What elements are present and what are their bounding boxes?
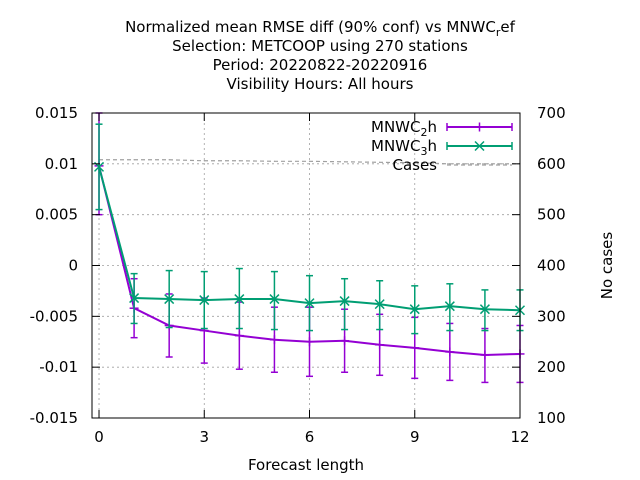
cases-point (238, 160, 240, 162)
x-tick-label: 3 (199, 428, 209, 446)
cases-point (484, 163, 486, 165)
grid (92, 113, 520, 418)
cross-marker-b (444, 301, 455, 312)
cross-marker-b (474, 140, 485, 152)
cases-point (449, 163, 451, 165)
y2-tick-label: 400 (537, 257, 566, 275)
cases-point (133, 159, 135, 161)
legend-label-3: Cases (392, 156, 437, 174)
x-tick-label: 9 (410, 428, 420, 446)
series-2 (93, 123, 526, 335)
x-tick-label: 0 (94, 428, 104, 446)
y2-axis-label: No cases (598, 232, 616, 300)
legend-label-1: MNWC2h (371, 118, 437, 139)
chart-title: Normalized mean RMSE diff (90% conf) vs … (125, 18, 516, 93)
plot-frame (91, 112, 521, 419)
title-line-4: Visibility Hours: All hours (227, 75, 414, 93)
cross-marker-b (199, 295, 210, 306)
y2-tick-label: 600 (537, 155, 566, 173)
cross-marker-b (304, 298, 315, 309)
cases-point (203, 160, 205, 162)
data-series (93, 112, 526, 384)
y2-tick-label: 100 (537, 409, 566, 427)
y2-tick-label: 300 (537, 307, 566, 325)
cross-marker-b (164, 294, 175, 305)
cross-marker-b (479, 304, 490, 315)
cross-marker-b (129, 293, 140, 304)
cross-marker-b (374, 299, 385, 310)
cases-point (273, 160, 276, 162)
y-tick-label: -0.005 (30, 307, 78, 325)
cross-marker-b (269, 294, 280, 305)
cases-point (414, 162, 416, 164)
x-axis-label: Forecast length (248, 456, 364, 474)
legend-label-2: MNWC3h (371, 137, 437, 158)
cross-marker-b (234, 294, 245, 305)
x-tick-label: 6 (305, 428, 315, 446)
cases-point (343, 161, 346, 163)
cross-marker-b (93, 161, 105, 172)
title-line-1: Normalized mean RMSE diff (90% conf) vs … (125, 18, 516, 39)
y2-tick-label: 700 (537, 104, 566, 122)
y-tick-label: 0.005 (35, 206, 78, 224)
cases-point (168, 159, 170, 161)
cases-point (308, 160, 311, 162)
x-tick-label: 12 (510, 428, 529, 446)
y-tick-label: -0.01 (39, 358, 78, 376)
title-line-2: Selection: METCOOP using 270 stations (172, 37, 468, 55)
y-tick-label: 0.01 (45, 155, 78, 173)
axes: -0.015-0.01-0.00500.0050.010.01510020030… (30, 104, 566, 446)
title-line-3: Period: 20220822-20220916 (213, 56, 428, 74)
cases-series (98, 159, 521, 165)
cross-marker-b (409, 304, 420, 315)
y2-tick-label: 200 (537, 358, 566, 376)
y-tick-label: 0 (68, 257, 78, 275)
cross-marker-b (339, 296, 350, 307)
cases-point (379, 161, 381, 163)
y-tick-label: 0.015 (35, 104, 78, 122)
y-tick-label: -0.015 (30, 409, 78, 427)
y2-tick-label: 500 (537, 206, 566, 224)
